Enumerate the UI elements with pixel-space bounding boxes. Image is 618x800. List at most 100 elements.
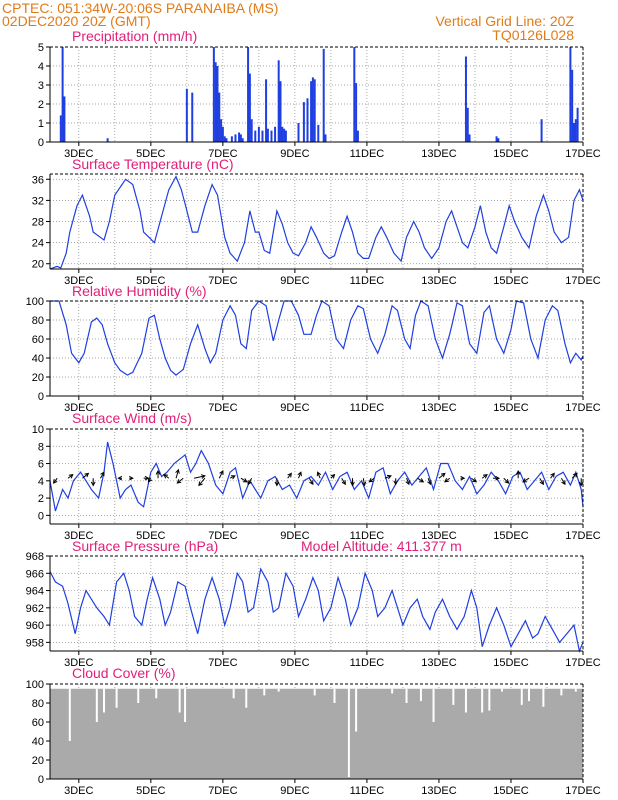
wind-arrow-23 bbox=[317, 472, 321, 479]
precip-xtick-label: 17DEC bbox=[565, 148, 601, 160]
wind-arrow-head-42 bbox=[522, 478, 528, 483]
precip-xtick-label: 5DEC bbox=[136, 148, 165, 160]
temp-xtick-label: 11DEC bbox=[350, 275, 385, 287]
wind-arrow-head-21 bbox=[297, 471, 302, 477]
humidity-xtick-label: 13DEC bbox=[421, 402, 457, 414]
precip-bar-5 bbox=[191, 92, 194, 142]
cloud-xtick-label: 9DEC bbox=[280, 785, 309, 797]
humidity-xtick-label: 5DEC bbox=[136, 402, 165, 414]
precip-bar-45 bbox=[356, 130, 359, 142]
cloud-gap-27 bbox=[527, 688, 530, 702]
cloud-gap-21 bbox=[452, 688, 455, 705]
wind-arrow-4 bbox=[99, 471, 105, 479]
pressure-ytick-label: 964 bbox=[26, 586, 44, 598]
precip-xtick-label: 3DEC bbox=[64, 148, 93, 160]
temp-xtick-label: 7DEC bbox=[208, 275, 237, 287]
wind-arrow-head-30 bbox=[393, 480, 399, 486]
precip-bar-25 bbox=[265, 79, 268, 142]
wind-arrow-head-47 bbox=[578, 481, 584, 487]
wind-arrow-45 bbox=[560, 477, 566, 485]
precip-bar-52 bbox=[569, 47, 572, 142]
cloud-xtick-label: 7DEC bbox=[208, 785, 237, 797]
precip-ytick-label: 1 bbox=[38, 118, 44, 130]
pressure-altitude: Model Altitude: 411.377 m bbox=[301, 538, 462, 554]
wind-ytick-label: 0 bbox=[38, 510, 44, 522]
pressure-xtick-label: 5DEC bbox=[136, 657, 165, 669]
precip-xtick-label: 13DEC bbox=[421, 148, 457, 160]
wind-arrow-head-36 bbox=[460, 475, 466, 481]
cloud-gap-11 bbox=[263, 688, 266, 696]
pressure-xtick-label: 7DEC bbox=[208, 657, 237, 669]
wind-arrow-head-34 bbox=[440, 472, 446, 478]
wind-arrow-head-22 bbox=[309, 480, 314, 486]
precip-bar-47 bbox=[466, 107, 469, 142]
cloud-gap-4 bbox=[137, 688, 140, 703]
wind-arrow-head-4 bbox=[100, 471, 105, 477]
precip-bar-3 bbox=[106, 138, 109, 142]
precip-bar-33 bbox=[284, 130, 287, 142]
precip-bar-26 bbox=[266, 128, 269, 142]
temp-title: Surface Temperature (nC) bbox=[72, 156, 234, 172]
cloud-gap-28 bbox=[542, 688, 545, 707]
cloud-gap-22 bbox=[464, 688, 467, 713]
wind-arrow-11 bbox=[175, 469, 179, 479]
precip-bar-1 bbox=[61, 47, 64, 142]
wind-arrow-2 bbox=[82, 473, 89, 479]
cloud-gap-7 bbox=[184, 688, 187, 722]
precip-bar-0 bbox=[59, 115, 62, 142]
cloud-gap-17 bbox=[391, 688, 394, 694]
precip-bar-27 bbox=[270, 130, 273, 142]
precip-bar-29 bbox=[277, 60, 280, 142]
wind-arrow-34 bbox=[438, 473, 446, 479]
pressure-xtick-label: 3DEC bbox=[64, 657, 93, 669]
cloud-xtick-label: 5DEC bbox=[136, 785, 165, 797]
temp-xtick-label: 17DEC bbox=[565, 275, 601, 287]
cloud-xtick-label: 15DEC bbox=[493, 785, 529, 797]
wind-ytick-label: 6 bbox=[38, 459, 44, 471]
precip-ytick-label: 4 bbox=[38, 61, 44, 73]
wind-arrow-head-43 bbox=[539, 480, 544, 486]
wind-arrow-head-35 bbox=[444, 477, 449, 483]
cloud-gap-25 bbox=[500, 688, 503, 692]
precip-bar-4 bbox=[185, 88, 188, 142]
pressure-ytick-label: 958 bbox=[26, 637, 44, 649]
precip-bar-56 bbox=[576, 107, 579, 142]
wind-arrow-head-24 bbox=[330, 473, 336, 479]
wind-arrow-head-5 bbox=[117, 475, 123, 481]
wind-arrow-head-31 bbox=[405, 480, 410, 486]
wind-arrow-head-28 bbox=[368, 477, 374, 483]
precip-bar-21 bbox=[250, 119, 253, 142]
wind-arrow-head-3 bbox=[90, 481, 96, 487]
wind-xtick-label: 5DEC bbox=[136, 530, 165, 542]
precip-xtick-label: 11DEC bbox=[350, 148, 385, 160]
wind-arrow-head-20 bbox=[287, 472, 292, 478]
cloud-gap-24 bbox=[488, 688, 491, 711]
wind-xtick-label: 15DEC bbox=[493, 530, 529, 542]
cloud-gap-16 bbox=[355, 688, 358, 732]
wind-arrow-22 bbox=[308, 477, 314, 485]
header-station: CPTEC: 051:34W-20:06S PARANAIBA (MS) bbox=[2, 0, 279, 16]
precip-bar-8 bbox=[216, 66, 219, 142]
precip-ytick-label: 0 bbox=[38, 137, 44, 149]
cloud-gap-0 bbox=[68, 688, 71, 741]
wind-arrow-head-38 bbox=[482, 473, 488, 479]
humidity-ytick-label: 40 bbox=[32, 353, 44, 365]
cloud-xtick-label: 17DEC bbox=[565, 785, 601, 797]
precip-bar-16 bbox=[238, 132, 241, 142]
wind-arrow-13 bbox=[193, 475, 205, 479]
pressure-panel: 958 960 962 964 966 968 3DEC 5DEC 7DEC 9DEC 11DEC 1… bbox=[26, 551, 601, 669]
cloud-xtick-label: 3DEC bbox=[64, 785, 93, 797]
pressure-ytick-label: 960 bbox=[26, 620, 44, 632]
precip-bar-49 bbox=[495, 136, 498, 142]
cloud-gap-23 bbox=[481, 688, 484, 713]
wind-arrow-43 bbox=[539, 477, 544, 485]
wind-title: Surface Wind (m/s) bbox=[72, 410, 192, 426]
wind-arrow-head-46 bbox=[573, 472, 578, 478]
cloud-gap-30 bbox=[574, 688, 577, 692]
cloud-gap-12 bbox=[277, 688, 280, 692]
wind-arrow-head-45 bbox=[561, 480, 566, 486]
wind-arrow-21 bbox=[298, 472, 302, 479]
temp-xtick-label: 15DEC bbox=[493, 275, 529, 287]
humidity-ytick-label: 20 bbox=[32, 372, 44, 384]
precip-bar-23 bbox=[257, 126, 260, 142]
